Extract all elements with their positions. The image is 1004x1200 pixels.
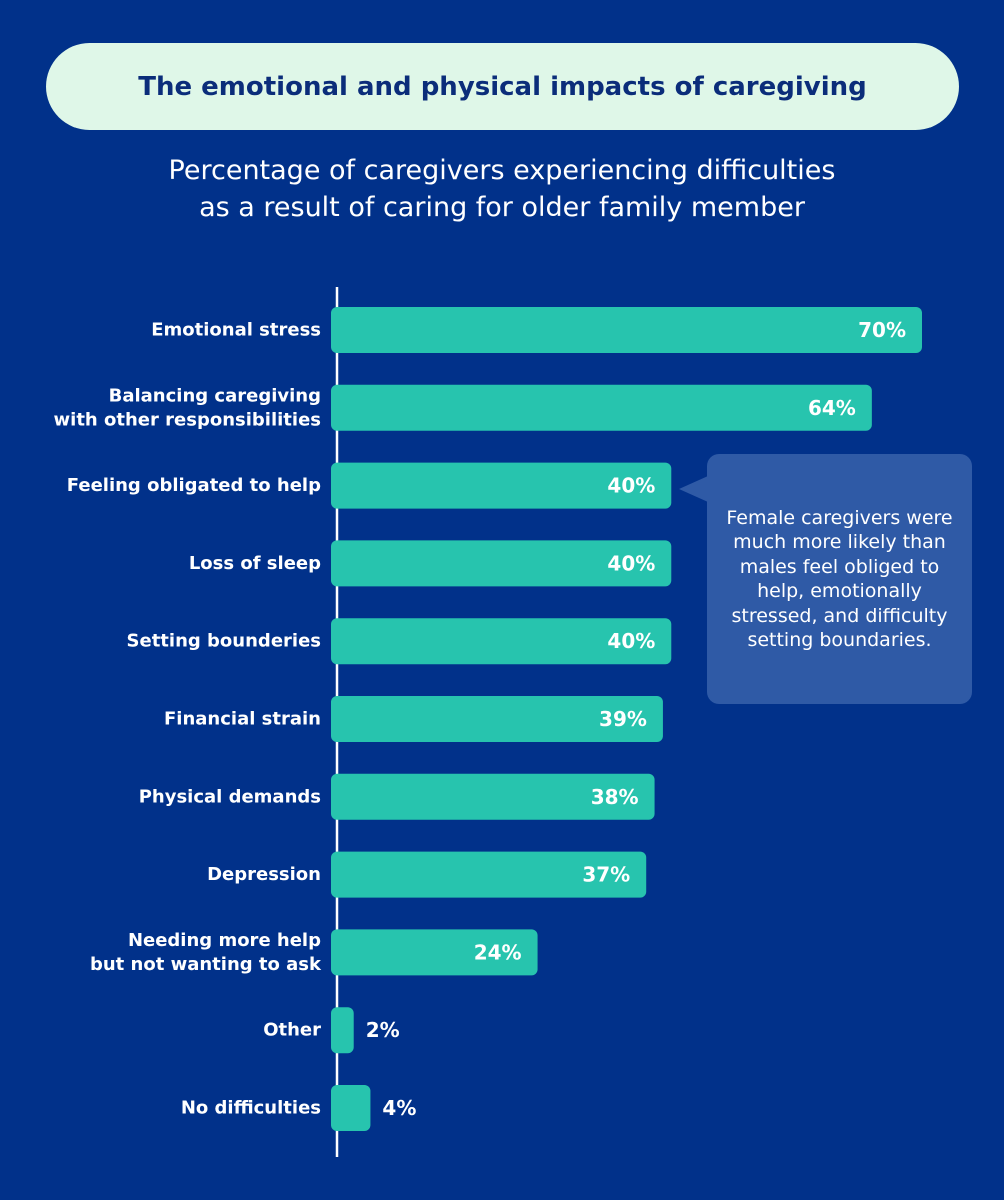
bar-9 [331, 1007, 354, 1054]
category-label-10: No difficulties [181, 1098, 321, 1119]
category-label-5: Financial strain [164, 709, 321, 730]
value-label-7: 37% [582, 863, 630, 887]
callout-pointer [679, 476, 708, 502]
bar-4 [331, 618, 672, 665]
category-label-2-line-0: Feeling obligated to help [67, 475, 321, 496]
bar-10 [331, 1085, 371, 1131]
category-label-8-line-1: but not wanting to ask [90, 954, 322, 975]
bar-0 [331, 307, 922, 353]
value-label-0: 70% [858, 318, 906, 342]
value-label-8: 24% [474, 940, 522, 964]
value-label-2: 40% [607, 474, 655, 498]
category-label-2: Feeling obligated to help [67, 475, 321, 496]
category-label-6-line-0: Physical demands [139, 786, 321, 807]
category-label-3: Loss of sleep [189, 553, 321, 574]
category-label-8-line-0: Needing more help [128, 930, 321, 951]
value-label-4: 40% [607, 629, 655, 653]
category-label-0: Emotional stress [151, 320, 321, 341]
bar-2 [331, 462, 672, 509]
bar-3 [331, 540, 672, 587]
bar-5 [331, 696, 663, 742]
value-label-10: 4% [382, 1096, 416, 1120]
category-label-0-line-0: Emotional stress [151, 320, 321, 341]
subtitle-line-2: as a result of caring for older family m… [199, 192, 805, 223]
bar-7 [331, 851, 647, 898]
subtitle-line-1: Percentage of caregivers experiencing di… [168, 155, 836, 186]
value-label-5: 39% [599, 707, 647, 731]
category-label-3-line-0: Loss of sleep [189, 553, 321, 574]
bar-1 [331, 384, 872, 431]
category-label-4-line-0: Setting bounderies [127, 631, 321, 652]
callout-box: Female caregivers were much more likely … [707, 454, 972, 704]
category-label-7-line-0: Depression [207, 864, 321, 885]
category-label-4: Setting bounderies [127, 631, 321, 652]
category-label-7: Depression [207, 864, 321, 885]
value-label-1: 64% [808, 396, 856, 420]
category-label-10-line-0: No difficulties [181, 1098, 321, 1119]
bar-6 [331, 773, 655, 820]
category-label-6: Physical demands [139, 786, 321, 807]
category-label-1: Balancing caregiving with other responsib… [54, 385, 321, 430]
title-pill: The emotional and physical impacts of ca… [46, 43, 959, 130]
chart-title: The emotional and physical impacts of ca… [138, 71, 867, 102]
value-label-3: 40% [607, 551, 655, 575]
chart-subtitle: Percentage of caregivers experiencing di… [0, 152, 1004, 226]
category-label-5-line-0: Financial strain [164, 709, 321, 730]
category-label-1-line-1: with other responsibilities [54, 409, 321, 430]
category-label-9: Other [263, 1020, 321, 1041]
bars-group: 70% Emotional stress 64% Balancing caregivi… [54, 307, 922, 1131]
bar-8 [331, 929, 538, 976]
category-label-9-line-0: Other [263, 1020, 321, 1041]
category-label-8: Needing more help but not wanting to ask [90, 930, 322, 975]
category-label-1-line-0: Balancing caregiving [109, 385, 321, 406]
callout-text: Female caregivers were much more likely … [726, 506, 953, 652]
value-label-9: 2% [366, 1018, 400, 1042]
value-label-6: 38% [591, 785, 639, 809]
